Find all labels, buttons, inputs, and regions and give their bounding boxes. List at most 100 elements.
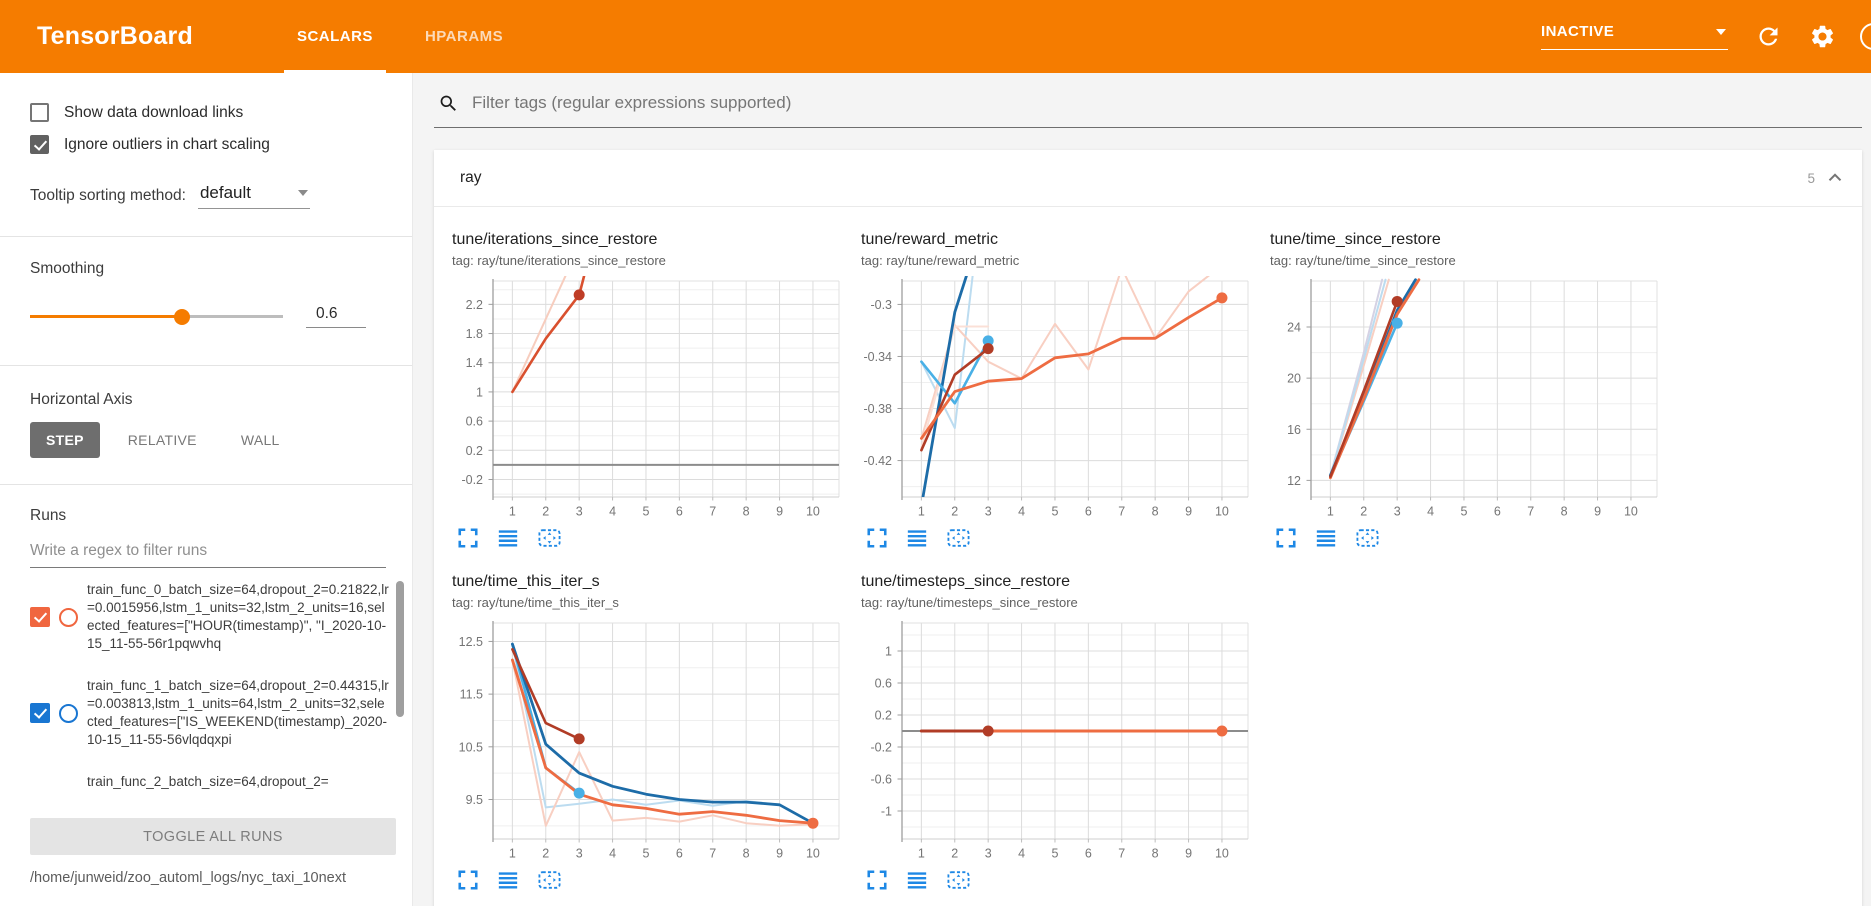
run-item[interactable]: train_func_0_batch_size=64,dropout_2=0.2… <box>30 581 414 653</box>
run-name: train_func_1_batch_size=64,dropout_2=0.4… <box>87 678 389 747</box>
log-scale-lines-icon[interactable] <box>497 869 519 891</box>
svg-text:2: 2 <box>951 505 958 519</box>
smoothing-label: Smoothing <box>30 260 105 277</box>
fit-domain-icon[interactable] <box>946 527 971 549</box>
runs-filter-input[interactable] <box>30 542 386 568</box>
divider <box>0 484 412 485</box>
ignore-outliers-checkbox[interactable] <box>30 135 49 154</box>
svg-text:1: 1 <box>918 505 925 519</box>
refresh-icon[interactable] <box>1755 23 1782 50</box>
show-download-links-row[interactable]: Show data download links <box>30 103 412 122</box>
svg-text:8: 8 <box>1152 505 1159 519</box>
fit-domain-icon[interactable] <box>537 869 562 891</box>
svg-text:10: 10 <box>1215 505 1229 519</box>
svg-text:7: 7 <box>1118 505 1125 519</box>
smoothing-slider-thumb[interactable] <box>173 308 190 325</box>
svg-text:9: 9 <box>1185 847 1192 861</box>
ray-section-header[interactable]: ray 5 <box>434 150 1862 207</box>
show-download-links-checkbox[interactable] <box>30 103 49 122</box>
chevron-up-icon[interactable] <box>1824 167 1846 189</box>
svg-text:-0.34: -0.34 <box>864 350 893 364</box>
fullscreen-icon[interactable] <box>1275 527 1297 549</box>
log-scale-lines-icon[interactable] <box>1315 527 1337 549</box>
tag-filter-input[interactable] <box>470 92 1860 114</box>
axis-wall-button[interactable]: WALL <box>240 432 280 448</box>
smoothing-value[interactable]: 0.6 <box>306 305 366 328</box>
svg-text:10: 10 <box>806 847 820 861</box>
svg-text:8: 8 <box>1561 505 1568 519</box>
svg-text:-0.2: -0.2 <box>461 473 483 487</box>
smoothing-slider[interactable] <box>30 308 283 325</box>
fit-domain-icon[interactable] <box>1355 527 1380 549</box>
fullscreen-icon[interactable] <box>457 869 479 891</box>
svg-text:5: 5 <box>1051 505 1058 519</box>
svg-text:0.6: 0.6 <box>466 415 483 429</box>
settings-gear-icon[interactable] <box>1809 23 1836 50</box>
svg-text:8: 8 <box>1152 847 1159 861</box>
svg-text:5: 5 <box>1051 847 1058 861</box>
log-scale-lines-icon[interactable] <box>497 527 519 549</box>
svg-text:-0.2: -0.2 <box>870 741 892 755</box>
header-actions: INACTIVE <box>1541 23 1871 50</box>
svg-text:-1: -1 <box>881 805 892 819</box>
svg-text:5: 5 <box>1460 505 1467 519</box>
run-radio[interactable] <box>59 703 78 723</box>
svg-text:2: 2 <box>542 847 549 861</box>
run-list-scrollbar[interactable] <box>396 581 404 717</box>
run-checkbox[interactable] <box>30 607 50 627</box>
svg-text:-0.6: -0.6 <box>870 773 892 787</box>
fit-domain-icon[interactable] <box>537 527 562 549</box>
fullscreen-icon[interactable] <box>866 527 888 549</box>
svg-text:3: 3 <box>576 847 583 861</box>
tooltip-sorting-label: Tooltip sorting method: <box>30 187 186 204</box>
chart-title: tune/time_since_restore <box>1270 231 1441 248</box>
log-scale-lines-icon[interactable] <box>906 869 928 891</box>
svg-text:0.6: 0.6 <box>875 677 892 691</box>
run-item[interactable]: train_func_1_batch_size=64,dropout_2=0.4… <box>30 677 414 749</box>
ignore-outliers-row[interactable]: Ignore outliers in chart scaling <box>30 135 412 154</box>
runs-label: Runs <box>30 507 67 524</box>
svg-text:1: 1 <box>885 645 892 659</box>
search-icon <box>440 95 456 111</box>
line-chart-plot[interactable]: -0.2 0.2 0.6 1 1.4 1.8 2.2 1 2 3 4 5 6 7 8 9 10 <box>452 276 846 522</box>
line-chart-plot[interactable]: -1 -0.6 -0.2 0.2 0.6 1 1 2 3 4 5 6 7 8 9 10 <box>861 618 1255 864</box>
svg-text:2: 2 <box>1360 505 1367 519</box>
svg-text:7: 7 <box>1527 505 1534 519</box>
svg-text:9: 9 <box>776 505 783 519</box>
svg-text:0.2: 0.2 <box>466 444 483 458</box>
tooltip-sorting-select[interactable]: default <box>197 183 310 209</box>
chart-timesteps-since-restore: tune/timesteps_since_restore tag: ray/tu… <box>861 573 1255 891</box>
line-chart-plot[interactable]: 9.5 10.5 11.5 12.5 1 2 3 4 5 6 7 8 9 10 <box>452 618 846 864</box>
run-item[interactable]: train_func_2_batch_size=64,dropout_2= <box>30 773 414 791</box>
help-icon[interactable] <box>1860 23 1871 50</box>
axis-step-button[interactable]: STEP <box>30 422 100 458</box>
fullscreen-icon[interactable] <box>457 527 479 549</box>
log-scale-lines-icon[interactable] <box>906 527 928 549</box>
chart-toolbar <box>861 869 1255 891</box>
show-download-links-label: Show data download links <box>64 103 244 121</box>
line-chart-plot[interactable]: -0.42 -0.38 -0.34 -0.3 1 2 3 4 5 6 7 8 9 10 <box>861 276 1255 522</box>
app-title: TensorBoard <box>37 22 193 50</box>
run-checkbox[interactable] <box>30 703 50 723</box>
divider <box>0 236 412 237</box>
svg-text:6: 6 <box>1085 847 1092 861</box>
horizontal-axis-buttons: STEP RELATIVE WALL <box>30 422 412 458</box>
status-dropdown[interactable]: INACTIVE <box>1541 23 1728 50</box>
svg-text:1.4: 1.4 <box>466 356 483 370</box>
tab-hparams[interactable]: HPARAMS <box>424 28 504 45</box>
chart-toolbar <box>452 527 846 549</box>
svg-text:-0.42: -0.42 <box>864 454 893 468</box>
svg-text:2: 2 <box>951 847 958 861</box>
chart-tag: tag: ray/tune/timesteps_since_restore <box>861 595 1078 610</box>
chart-toolbar <box>452 869 846 891</box>
fullscreen-icon[interactable] <box>866 869 888 891</box>
run-radio[interactable] <box>59 607 78 627</box>
svg-text:6: 6 <box>1085 505 1092 519</box>
toggle-all-runs-button[interactable]: TOGGLE ALL RUNS <box>30 818 396 855</box>
chart-reward-metric: tune/reward_metric tag: ray/tune/reward_… <box>861 231 1255 549</box>
axis-relative-button[interactable]: RELATIVE <box>127 432 197 448</box>
tab-scalars[interactable]: SCALARS <box>271 0 399 73</box>
fit-domain-icon[interactable] <box>946 869 971 891</box>
svg-text:1: 1 <box>1327 505 1334 519</box>
